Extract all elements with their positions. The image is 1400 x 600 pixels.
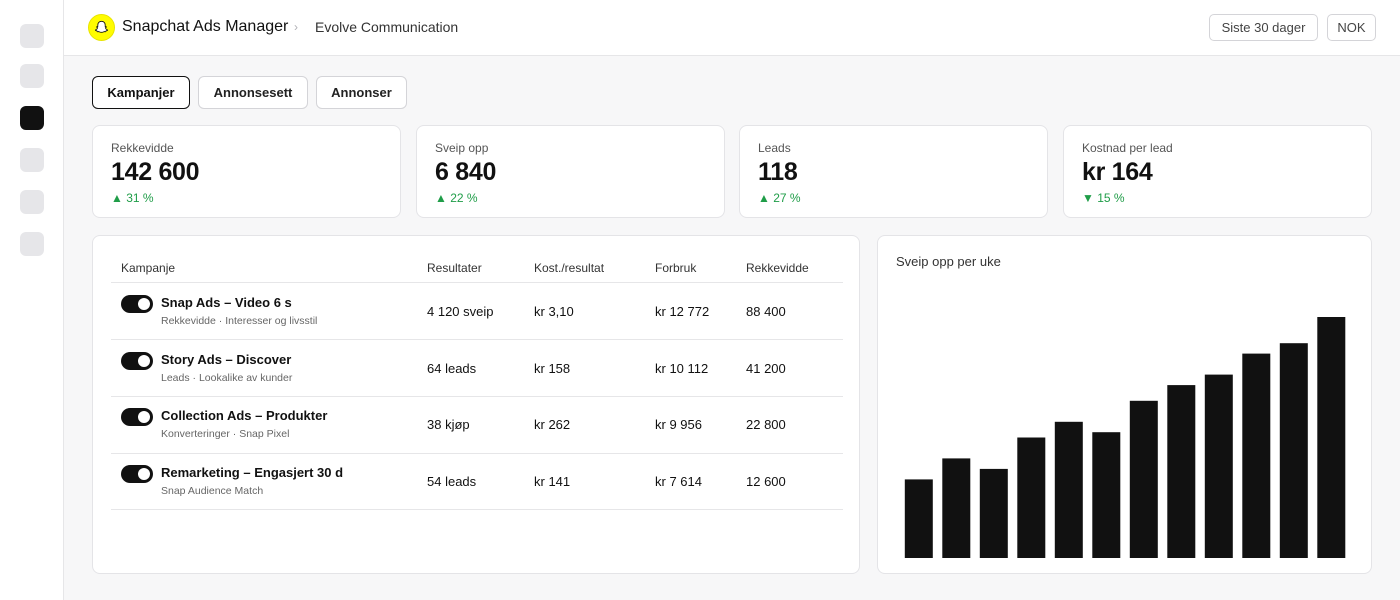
cell-spend: kr 12 772: [655, 304, 710, 319]
bar-chart: [904, 317, 1346, 559]
kpi-label: Kostnad per lead: [1082, 141, 1173, 155]
campaign-subtitle: Rekkevidde · Interesser og livsstil: [161, 315, 318, 327]
kpi-delta: ▲ 31 %: [111, 191, 154, 205]
column-header-reach[interactable]: Rekkevidde: [746, 261, 809, 275]
campaign-subtitle: Leads · Lookalike av kunder: [161, 372, 293, 384]
app-title[interactable]: Snapchat Ads Manager: [122, 18, 289, 35]
tab-annonser[interactable]: Annonser: [316, 76, 407, 109]
campaign-name[interactable]: Snap Ads – Video 6 s: [161, 295, 292, 310]
table-row[interactable]: Collection Ads – Produkter Konverteringe…: [93, 397, 861, 454]
kpi-value: 6 840: [435, 158, 497, 186]
nav-item-4[interactable]: [20, 148, 44, 172]
nav-item-1[interactable]: [20, 24, 44, 48]
campaign-toggle[interactable]: [121, 352, 153, 370]
kpi-label: Leads: [758, 141, 791, 155]
swipe-ups-chart-card: Sveip opp per uke: [877, 235, 1372, 574]
chart-bar[interactable]: [1017, 437, 1046, 559]
cell-results: 64 leads: [427, 361, 477, 376]
kpi-label: Rekkevidde: [111, 141, 174, 155]
kpi-card-leads: Leads 118 ▲ 27 %: [739, 125, 1048, 218]
row-divider: [111, 509, 843, 510]
nav-item-5[interactable]: [20, 190, 44, 214]
cell-cost-per-result: kr 158: [534, 361, 571, 376]
kpi-value: kr 164: [1082, 158, 1153, 186]
kpi-delta: ▲ 22 %: [435, 191, 478, 205]
cell-results: 54 leads: [427, 474, 477, 489]
campaign-name[interactable]: Story Ads – Discover: [161, 352, 292, 367]
kpi-card-cost-per-lead: Kostnad per lead kr 164 ▼ 15 %: [1063, 125, 1372, 218]
table-row[interactable]: Remarketing – Engasjert 30 d Snap Audien…: [93, 454, 861, 511]
kpi-delta: ▼ 15 %: [1082, 191, 1125, 205]
kpi-card-swipe-ups: Sveip opp 6 840 ▲ 22 %: [416, 125, 725, 218]
cell-reach: 12 600: [746, 474, 786, 489]
row-divider: [111, 339, 843, 340]
chart-bar[interactable]: [979, 468, 1008, 558]
ghost-icon: [94, 20, 109, 33]
chart-bar[interactable]: [1167, 385, 1196, 558]
chart-bar[interactable]: [1129, 400, 1158, 558]
cell-cost-per-result: kr 141: [534, 474, 571, 489]
chart-bar[interactable]: [942, 458, 971, 558]
breadcrumb-separator-icon: ›: [294, 20, 298, 34]
chart-bar[interactable]: [1204, 374, 1233, 558]
campaign-table: Kampanje Resultater Kost./resultat Forbr…: [92, 235, 860, 574]
top-bar: Snapchat Ads Manager › Evolve Communicat…: [64, 0, 1400, 56]
cell-spend: kr 10 112: [655, 361, 709, 376]
campaign-toggle[interactable]: [121, 408, 153, 426]
chart-bar[interactable]: [1092, 432, 1121, 558]
cell-results: 38 kjøp: [427, 417, 470, 432]
kpi-card-reach: Rekkevidde 142 600 ▲ 31 %: [92, 125, 401, 218]
kpi-value: 142 600: [111, 158, 200, 186]
breadcrumb-account[interactable]: Evolve Communication: [315, 19, 459, 35]
nav-rail: [0, 0, 64, 600]
cell-reach: 22 800: [746, 417, 786, 432]
header-divider: [111, 282, 843, 283]
campaign-subtitle: Snap Audience Match: [161, 485, 264, 497]
cell-cost-per-result: kr 3,10: [534, 304, 574, 319]
column-header-spend[interactable]: Forbruk: [655, 261, 697, 275]
cell-spend: kr 7 614: [655, 474, 702, 489]
campaign-name[interactable]: Remarketing – Engasjert 30 d: [161, 465, 344, 480]
campaign-toggle[interactable]: [121, 465, 153, 483]
chart-bar[interactable]: [1279, 343, 1308, 558]
campaign-subtitle: Konverteringer · Snap Pixel: [161, 428, 290, 440]
tab-kampanjer[interactable]: Kampanjer: [92, 76, 190, 109]
chart-bar[interactable]: [1317, 317, 1346, 558]
chart-title: Sveip opp per uke: [896, 254, 1001, 269]
nav-item-6[interactable]: [20, 232, 44, 256]
cell-reach: 41 200: [746, 361, 786, 376]
cell-cost-per-result: kr 262: [534, 417, 571, 432]
snapchat-ghost-logo[interactable]: [88, 14, 115, 41]
currency-button[interactable]: NOK: [1327, 14, 1376, 41]
date-range-button[interactable]: Siste 30 dager: [1209, 14, 1318, 41]
column-header-cost-per-result[interactable]: Kost./resultat: [534, 261, 605, 275]
column-header-results[interactable]: Resultater: [427, 261, 482, 275]
column-header-campaign[interactable]: Kampanje: [121, 261, 176, 275]
nav-item-3-active[interactable]: [20, 106, 44, 130]
cell-reach: 88 400: [746, 304, 786, 319]
row-divider: [111, 453, 843, 454]
table-row[interactable]: Snap Ads – Video 6 s Rekkevidde · Intere…: [93, 283, 861, 340]
kpi-label: Sveip opp: [435, 141, 489, 155]
kpi-delta: ▲ 27 %: [758, 191, 801, 205]
campaign-toggle[interactable]: [121, 295, 153, 313]
kpi-value: 118: [758, 158, 798, 186]
tab-annonsesett[interactable]: Annonsesett: [198, 76, 308, 109]
chart-bar[interactable]: [1242, 353, 1271, 558]
campaign-name[interactable]: Collection Ads – Produkter: [161, 408, 328, 423]
cell-results: 4 120 sveip: [427, 304, 494, 319]
row-divider: [111, 396, 843, 397]
table-row[interactable]: Story Ads – Discover Leads · Lookalike a…: [93, 340, 861, 397]
chart-bar[interactable]: [904, 479, 933, 558]
chart-bar[interactable]: [1054, 421, 1083, 558]
cell-spend: kr 9 956: [655, 417, 702, 432]
nav-item-2[interactable]: [20, 64, 44, 88]
